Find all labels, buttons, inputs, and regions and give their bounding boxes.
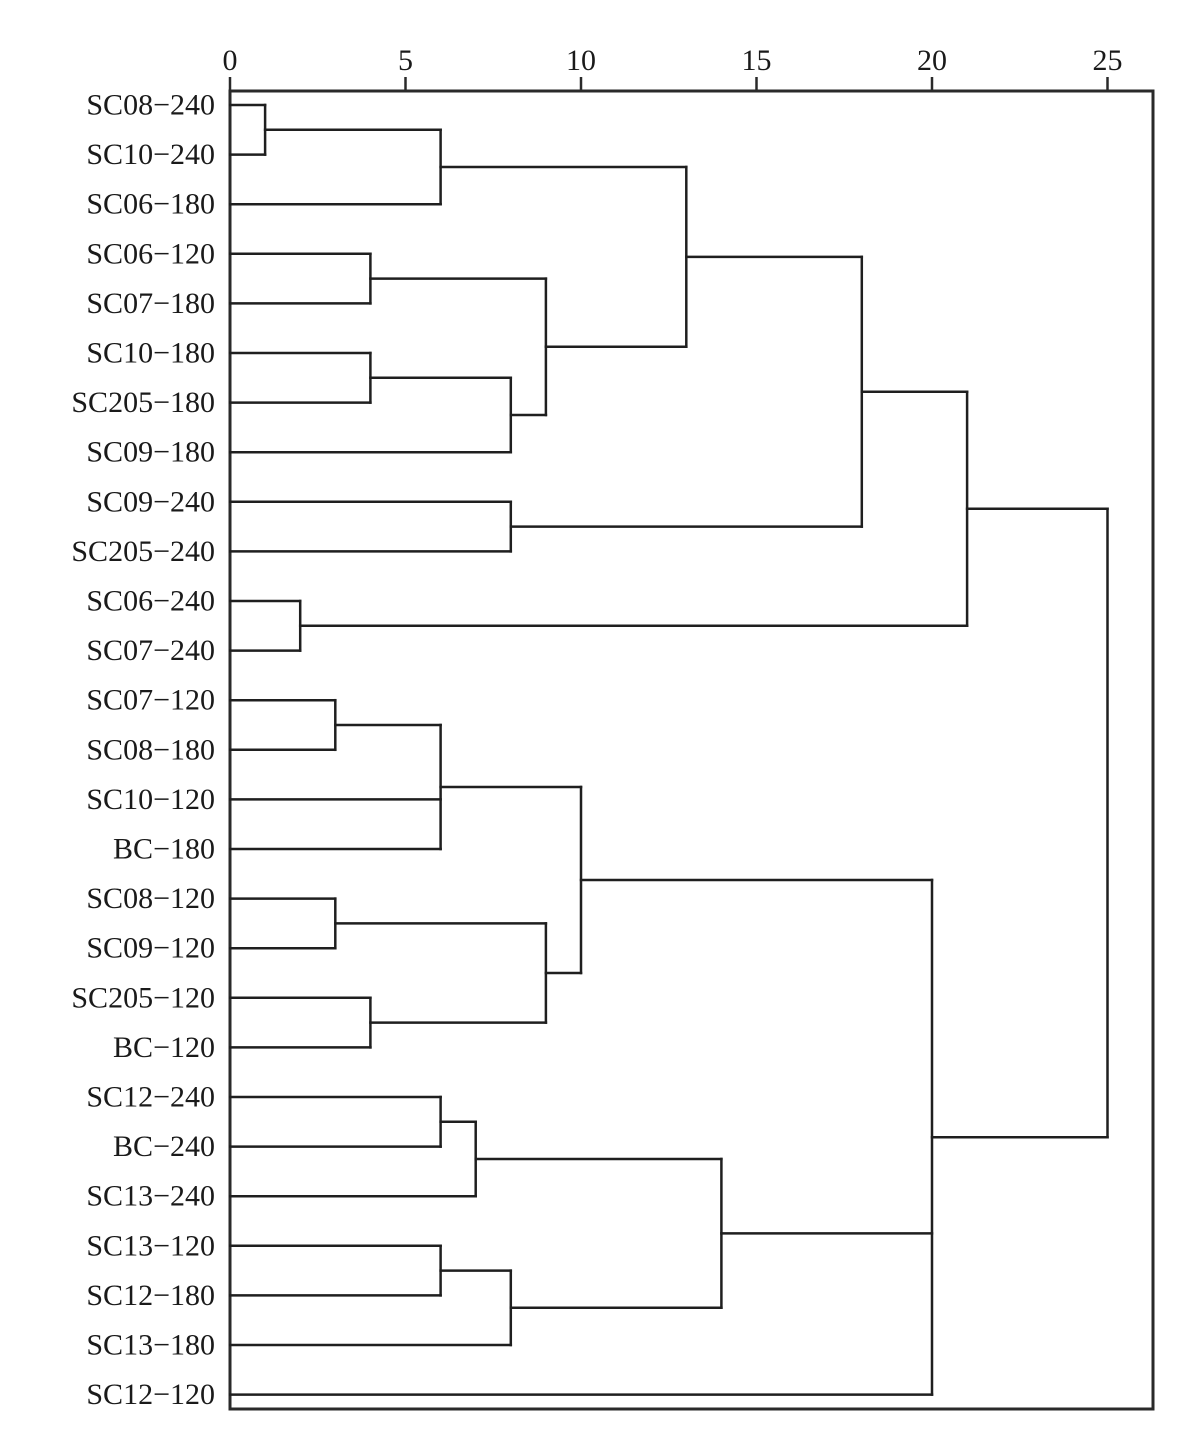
leaf-label: SC205−240	[71, 535, 215, 568]
leaf-label: BC−180	[113, 833, 215, 866]
x-tick-label: 5	[398, 44, 413, 77]
leaf-label: SC10−180	[86, 337, 215, 370]
leaf-label: BC−240	[113, 1130, 215, 1163]
leaf-label: SC08−240	[86, 89, 215, 122]
leaf-label: SC13−240	[86, 1180, 215, 1213]
x-tick-label: 0	[223, 44, 238, 77]
leaf-label: SC06−180	[86, 188, 215, 221]
plot-frame	[228, 89, 1155, 1411]
leaf-label: SC13−180	[86, 1329, 215, 1362]
leaf-label: SC12−120	[86, 1378, 215, 1411]
leaf-label: BC−120	[113, 1031, 215, 1064]
leaf-labels: SC08−240 SC10−240 SC06−180 SC06−120 SC07−180…	[71, 89, 215, 1412]
leaf-label: SC205−180	[71, 386, 215, 419]
leaf-label: SC07−120	[86, 684, 215, 717]
dendrogram-links	[228, 103, 1109, 1396]
x-tick-label: 25	[1093, 44, 1123, 77]
leaf-label: SC07−180	[86, 287, 215, 320]
leaf-label: SC10−120	[86, 783, 215, 816]
leaf-label: SC12−240	[86, 1081, 215, 1114]
x-tick-label: 15	[742, 44, 772, 77]
x-tick-label: 20	[917, 44, 947, 77]
leaf-label: SC09−120	[86, 932, 215, 965]
leaf-label: SC13−120	[86, 1229, 215, 1262]
x-tick-label: 10	[566, 44, 596, 77]
leaf-label: SC08−180	[86, 733, 215, 766]
leaf-label: SC12−180	[86, 1279, 215, 1312]
leaf-label: SC205−120	[71, 981, 215, 1014]
x-axis: 0 5 10 15 20 25	[223, 44, 1123, 91]
leaf-label: SC06−240	[86, 585, 215, 618]
leaf-label: SC09−180	[86, 436, 215, 469]
leaf-label: SC10−240	[86, 138, 215, 171]
leaf-label: SC06−120	[86, 237, 215, 270]
leaf-label: SC07−240	[86, 634, 215, 667]
leaf-label: SC08−120	[86, 882, 215, 915]
leaf-label: SC09−240	[86, 485, 215, 518]
